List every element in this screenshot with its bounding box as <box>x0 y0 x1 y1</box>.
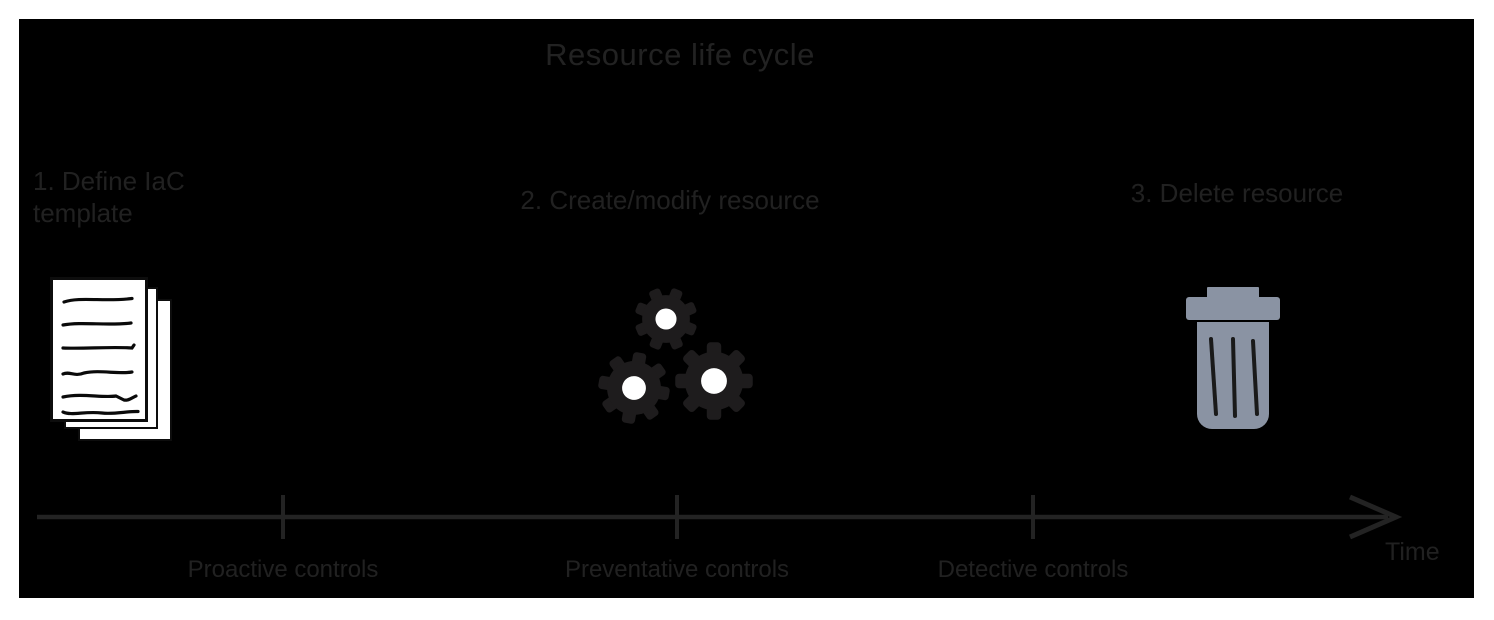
gear-right <box>675 342 753 420</box>
step-2-label: 2. Create/modify resource <box>520 185 820 215</box>
trash-body-lines <box>1209 337 1259 418</box>
gears-icon <box>596 282 753 430</box>
trash-icon <box>1186 287 1280 429</box>
trash-handle <box>1207 287 1259 299</box>
trash-lid <box>1186 297 1280 320</box>
time-axis-label: Time <box>1385 538 1440 566</box>
document-text-lines <box>61 296 140 416</box>
gear-top <box>624 282 708 361</box>
diagram-title: Resource life cycle <box>545 37 815 72</box>
step-1-label: 1. Define IaC template <box>33 166 185 228</box>
timeline-arrowhead-icon <box>1349 494 1403 540</box>
gear-left <box>596 346 676 430</box>
segment-label-preventative: Preventative controls <box>564 556 790 583</box>
document-stack-icon <box>50 277 172 441</box>
step-3-label: 3. Delete resource <box>1130 178 1344 208</box>
segment-label-proactive: Proactive controls <box>187 556 379 583</box>
timeline-axis <box>37 494 1403 540</box>
segment-label-detective: Detective controls <box>937 556 1129 583</box>
